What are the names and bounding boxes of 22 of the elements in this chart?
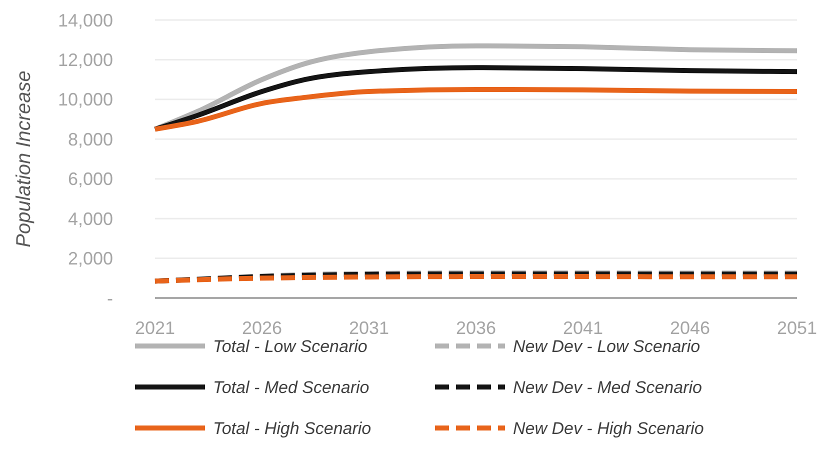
y-tick-label: 14,000 [58, 10, 113, 30]
y-tick-label: 4,000 [68, 208, 113, 229]
x-tick-label: 2021 [134, 318, 176, 338]
y-tick-label: - [107, 288, 113, 308]
y-tick-label: 8,000 [68, 129, 113, 150]
y-tick-label: 12,000 [58, 50, 113, 70]
y-tick-label: 2,000 [68, 248, 113, 269]
x-tick-label: 2041 [562, 318, 604, 338]
x-tick-label: 2026 [242, 318, 282, 338]
x-tick-label: 2046 [670, 318, 710, 338]
legend-label: Total - Med Scenario [213, 378, 370, 397]
legend-label: New Dev - High Scenario [513, 418, 704, 438]
x-tick-label: 2036 [456, 318, 496, 338]
y-tick-label: 6,000 [68, 169, 113, 190]
legend-label: New Dev - Low Scenario [513, 336, 700, 356]
legend-label: New Dev - Med Scenario [513, 378, 702, 397]
y-axis-title: Population Increase [13, 70, 35, 248]
y-tick-label: 10,000 [58, 90, 113, 110]
x-tick-label: 2051 [776, 318, 818, 338]
legend-label: Total - High Scenario [213, 418, 372, 438]
x-tick-label: 2031 [348, 318, 390, 338]
legend-label: Total - Low Scenario [213, 336, 368, 356]
